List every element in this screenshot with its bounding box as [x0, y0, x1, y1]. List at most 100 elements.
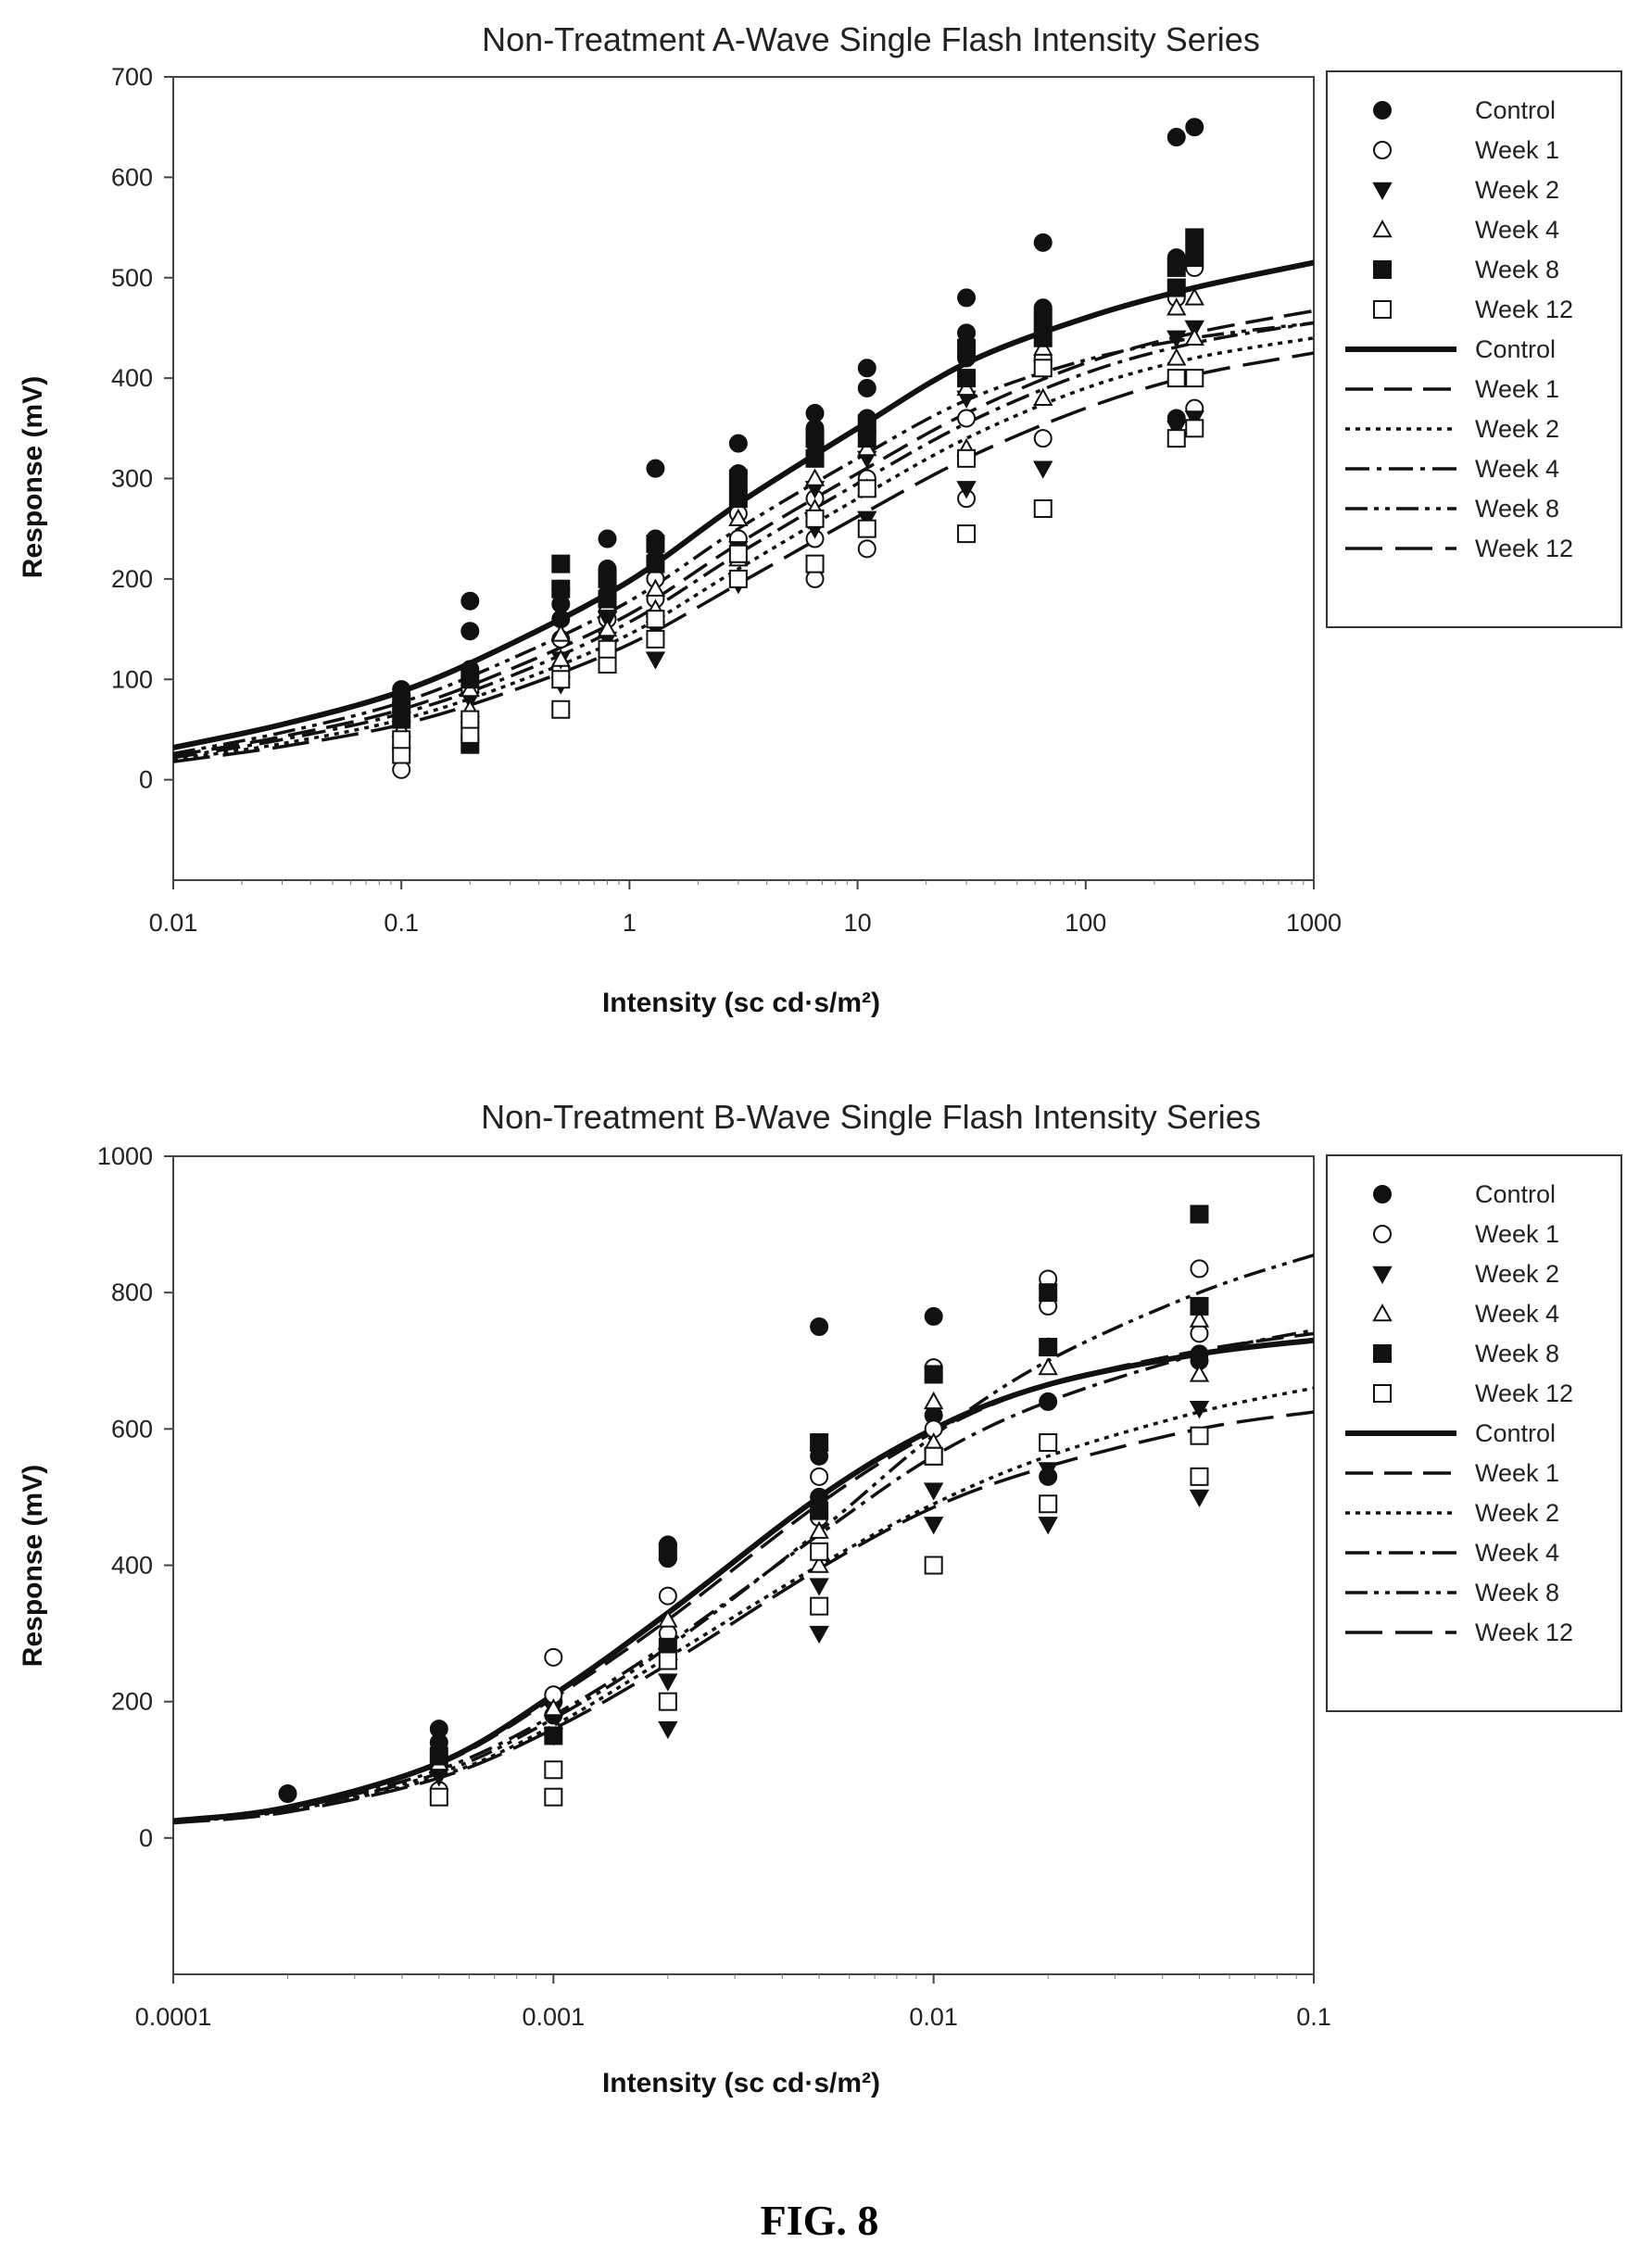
point-week-8	[1039, 1338, 1058, 1357]
point-week-1	[1190, 1324, 1209, 1343]
point-week-2	[658, 1720, 678, 1740]
fit-line-week-12	[173, 1410, 1314, 1825]
point-week-2	[645, 651, 666, 670]
point-week-1	[857, 539, 876, 559]
point-control	[598, 529, 617, 548]
point-week-8	[1190, 1204, 1209, 1224]
series-week-12	[392, 359, 1204, 764]
point-week-4	[550, 624, 571, 642]
point-week-8	[460, 670, 480, 689]
point-week-8	[857, 429, 876, 448]
x-tick-label: 100	[1065, 909, 1106, 937]
legend-label-control: Control	[1475, 335, 1556, 363]
point-week-2	[956, 481, 977, 499]
point-week-2	[1189, 1401, 1210, 1419]
point-week-8	[598, 569, 617, 588]
legend-label-week-4: Week 4	[1475, 216, 1559, 244]
point-week-8	[1190, 1296, 1209, 1316]
legend-label-week-12: Week 12	[1475, 1619, 1573, 1646]
fit-line-week-4	[173, 321, 1314, 760]
legend-marker-week-12	[1373, 1384, 1392, 1403]
legend-marker-week-1	[1373, 141, 1392, 159]
plot-content	[173, 1204, 1314, 1825]
point-week-8	[1039, 1283, 1058, 1303]
x-tick-label: 0.1	[1296, 2003, 1331, 2031]
chart-title: Non-Treatment B-Wave Single Flash Intens…	[481, 1098, 1261, 1136]
point-week-4	[809, 1555, 829, 1573]
b-wave-chart: Non-Treatment B-Wave Single Flash Intens…	[18, 1098, 1622, 2098]
point-week-12	[805, 554, 825, 573]
y-tick-label: 700	[111, 63, 153, 91]
point-week-4	[728, 508, 749, 527]
legend-label-week-1: Week 1	[1475, 1459, 1559, 1487]
point-week-12	[1185, 419, 1204, 438]
point-week-8	[957, 369, 977, 388]
point-week-4	[1184, 327, 1204, 346]
point-week-12	[924, 1556, 943, 1575]
plot-content	[173, 118, 1314, 779]
point-week-12	[598, 639, 617, 659]
point-week-12	[460, 710, 480, 729]
point-week-12	[957, 524, 977, 544]
y-tick-label: 200	[111, 565, 153, 593]
point-week-12	[1190, 1467, 1209, 1486]
point-week-12	[392, 730, 411, 750]
legend: Control Week 1 Week 2 Week 4 Week 8 Week 12 Co…	[1326, 70, 1622, 628]
point-control	[857, 378, 876, 397]
fit-line-week-8	[173, 321, 1314, 756]
point-week-12	[429, 1787, 448, 1807]
point-week-8	[429, 1746, 448, 1766]
point-week-8	[551, 554, 571, 573]
point-week-8	[957, 338, 977, 358]
point-week-4	[645, 578, 666, 597]
point-week-8	[598, 589, 617, 609]
point-control	[810, 1317, 829, 1336]
y-tick-label: 0	[139, 766, 153, 794]
point-week-12	[924, 1446, 943, 1466]
point-control	[1039, 1392, 1058, 1411]
legend-label-week-4: Week 4	[1475, 1300, 1559, 1328]
series-week-8	[392, 228, 1204, 754]
point-week-12	[658, 1651, 677, 1670]
legend-label-week-8: Week 8	[1475, 1579, 1559, 1606]
legend-label-week-12: Week 12	[1475, 535, 1573, 562]
point-week-12	[544, 1787, 563, 1807]
point-week-4	[1038, 1357, 1058, 1376]
point-week-8	[924, 1365, 943, 1384]
point-week-4	[1166, 347, 1187, 366]
point-week-2	[1038, 1517, 1058, 1535]
point-week-2	[923, 1517, 944, 1535]
point-week-2	[1033, 460, 1053, 479]
x-axis-label: Intensity (sc cd·s/m²)	[602, 2068, 880, 2098]
x-axis-label: Intensity (sc cd·s/m²)	[602, 988, 880, 1018]
point-control	[1185, 118, 1204, 137]
y-axis-label: Response (mV)	[18, 1465, 48, 1667]
point-week-4	[809, 1520, 829, 1539]
x-tick-label: 0.01	[909, 2003, 958, 2031]
point-week-4	[550, 649, 571, 667]
a-wave-chart: Non-Treatment A-Wave Single Flash Intens…	[18, 20, 1622, 1018]
point-week-12	[1039, 1494, 1058, 1514]
point-week-12	[810, 1542, 829, 1561]
point-week-2	[809, 1625, 829, 1644]
point-week-8	[1185, 228, 1204, 247]
point-week-2	[923, 1482, 944, 1501]
point-week-12	[1190, 1426, 1209, 1445]
y-tick-label: 400	[111, 364, 153, 392]
legend-label-week-12: Week 12	[1475, 1380, 1573, 1407]
point-week-12	[1166, 429, 1186, 448]
legend-label-week-8: Week 8	[1475, 1340, 1559, 1367]
point-week-1	[544, 1647, 563, 1667]
y-tick-label: 600	[111, 163, 153, 191]
point-week-4	[1166, 297, 1187, 316]
fit-line-week-2	[173, 336, 1314, 762]
x-tick-label: 0.001	[523, 2003, 586, 2031]
point-week-8	[810, 1501, 829, 1520]
legend-marker-week-8	[1373, 260, 1392, 279]
legend-label-week-2: Week 2	[1475, 1499, 1559, 1527]
point-week-12	[1185, 369, 1204, 388]
point-week-2	[1166, 330, 1187, 348]
y-tick-label: 800	[111, 1279, 153, 1306]
x-tick-label: 1	[623, 909, 637, 937]
